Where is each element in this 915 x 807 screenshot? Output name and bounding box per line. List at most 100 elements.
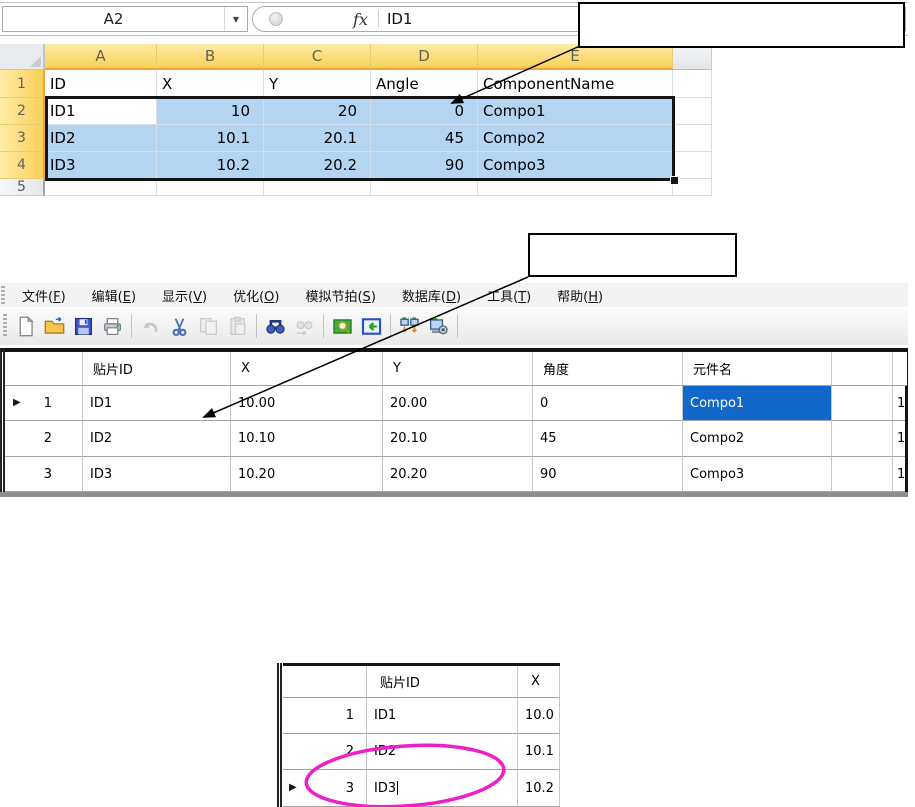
grid-cell-r1-c4[interactable]: 0 [533,386,683,421]
toolbar-button-save[interactable] [70,312,97,340]
excel-cell-E3[interactable]: Compo2 [478,125,673,152]
mini-grid-cell-r1-c1[interactable]: ID1 [367,698,518,734]
excel-cell-D5[interactable] [371,179,478,196]
grid-corner-header[interactable] [5,352,83,386]
excel-cell-next[interactable] [673,152,712,179]
mini-grid-cell-r3-c2[interactable]: 10.2 [518,770,560,807]
excel-name-box[interactable]: A2 ▼ [2,6,248,32]
grid-row-selector-2[interactable]: 2 [5,421,83,457]
excel-cell-E1[interactable]: ComponentName [478,70,673,98]
grid-cell-r3-c3[interactable]: 20.20 [383,457,533,492]
excel-cell-next[interactable] [673,125,712,152]
menu-item-h[interactable]: 帮助(H) [557,289,604,305]
grid-column-header-5[interactable]: 元件名 [683,352,832,386]
grid-cell-r1-c5[interactable]: Compo1 [683,386,832,421]
toolbar-button-find[interactable] [262,312,289,340]
grid-cell-r2-c5[interactable]: Compo2 [683,421,832,457]
grid-cell-r1-extra[interactable] [832,386,893,421]
excel-cell-D3[interactable]: 45 [371,125,478,152]
menu-item-v[interactable]: 显示(V) [162,289,208,305]
excel-cell-B4[interactable]: 10.2 [157,152,264,179]
grid-column-header-1[interactable]: 贴片ID [83,352,231,386]
toolbar-button-open-folder[interactable] [41,312,68,340]
grid-cell-r3-c5[interactable]: Compo3 [683,457,832,492]
excel-row-header-3[interactable]: 3 [0,125,45,152]
toolbar-button-line-balance[interactable] [396,312,423,340]
grid-cell-r1-c2[interactable]: 10.00 [231,386,383,421]
mini-grid-cell-r1-c2[interactable]: 10.0 [518,698,560,734]
fx-icon[interactable]: fx [353,9,368,29]
mini-grid-column-header-1[interactable]: 贴片ID [367,666,518,698]
excel-cell-C3[interactable]: 20.1 [264,125,371,152]
excel-cell-A5[interactable] [45,179,157,196]
excel-column-header-C[interactable]: C [264,44,371,70]
excel-column-header-D[interactable]: D [371,44,478,70]
toolbar-button-find-next[interactable] [291,312,318,340]
toolbar-button-optimize-capture[interactable] [425,312,452,340]
excel-row-header-5[interactable]: 5 [0,179,45,196]
grid-column-header-4[interactable]: 角度 [533,352,683,386]
grid-cell-r1-c3[interactable]: 20.00 [383,386,533,421]
excel-cell-A1[interactable]: ID [45,70,157,98]
grid-cell-r3-c2[interactable]: 10.20 [231,457,383,492]
mini-grid-row-selector-2[interactable]: 2 [283,734,367,770]
excel-cell-A3[interactable]: ID2 [45,125,157,152]
excel-cell-E4[interactable]: Compo3 [478,152,673,179]
toolbar-button-paste[interactable] [224,312,251,340]
excel-row-header-4[interactable]: 4 [0,152,45,179]
mini-grid-corner-header[interactable] [283,666,367,698]
menu-item-e[interactable]: 编辑(E) [91,289,137,305]
grid-cell-r2-c3[interactable]: 20.10 [383,421,533,457]
grid-column-header-2[interactable]: X [231,352,383,386]
excel-select-all-corner[interactable] [0,44,45,70]
grid-cell-r1-c1[interactable]: ID1 [83,386,231,421]
excel-cell-next[interactable] [673,70,712,98]
excel-column-header-A[interactable]: A [45,44,157,70]
excel-cell-D1[interactable]: Angle [371,70,478,98]
excel-fill-handle[interactable] [670,176,679,185]
menu-item-o[interactable]: 优化(O) [233,289,280,305]
menu-item-t[interactable]: 工具(T) [487,289,532,305]
grid-cell-r2-c4[interactable]: 45 [533,421,683,457]
grid-column-header-extra[interactable] [832,352,893,386]
excel-cell-C2[interactable]: 20 [264,98,371,125]
mini-grid-cell-r2-c1[interactable]: ID2 [367,734,518,770]
excel-cell-C4[interactable]: 20.2 [264,152,371,179]
mini-grid-cell-r3-c1[interactable]: ID3 [367,770,518,807]
toolbar-button-import[interactable] [358,312,385,340]
excel-cell-next[interactable] [673,179,712,196]
name-box-dropdown-icon[interactable]: ▼ [224,7,247,31]
grid-column-header-cut[interactable] [893,352,907,386]
grid-cell-r1-cut[interactable]: 1 [893,386,905,421]
grid-row-selector-1[interactable]: 1 ▶ [5,386,83,421]
excel-cell-A2[interactable]: ID1 [45,98,157,125]
excel-column-header-B[interactable]: B [157,44,264,70]
toolbar-button-print[interactable] [99,312,126,340]
excel-row-header-2[interactable]: 2 [0,98,45,125]
toolbar-button-undo[interactable] [137,312,164,340]
mini-grid-row-selector-1[interactable]: 1 [283,698,367,734]
mini-grid-row-selector-3[interactable]: 3 ▶ [283,770,367,807]
excel-cell-C1[interactable]: Y [264,70,371,98]
excel-cell-B3[interactable]: 10.1 [157,125,264,152]
grid-row-selector-3[interactable]: 3 [5,457,83,492]
menu-item-s[interactable]: 模拟节拍(S) [305,289,376,305]
grid-cell-r3-c4[interactable]: 90 [533,457,683,492]
excel-cell-D4[interactable]: 90 [371,152,478,179]
grid-cell-r2-extra[interactable] [832,421,893,457]
grid-column-header-3[interactable]: Y [383,352,533,386]
excel-cell-B1[interactable]: X [157,70,264,98]
mini-grid-cell-r2-c2[interactable]: 10.1 [518,734,560,770]
excel-cell-B2[interactable]: 10 [157,98,264,125]
excel-cell-E2[interactable]: Compo1 [478,98,673,125]
excel-cell-C5[interactable] [264,179,371,196]
mini-grid-column-header-2[interactable]: X [518,666,560,698]
toolbar-button-cut[interactable] [166,312,193,340]
excel-cell-D2[interactable]: 0 [371,98,478,125]
excel-cell-B5[interactable] [157,179,264,196]
grid-cell-r3-c1[interactable]: ID3 [83,457,231,492]
grid-cell-r3-extra[interactable] [832,457,893,492]
grid-cell-r2-c1[interactable]: ID2 [83,421,231,457]
excel-cell-E5[interactable] [478,179,673,196]
grid-cell-r2-c2[interactable]: 10.10 [231,421,383,457]
